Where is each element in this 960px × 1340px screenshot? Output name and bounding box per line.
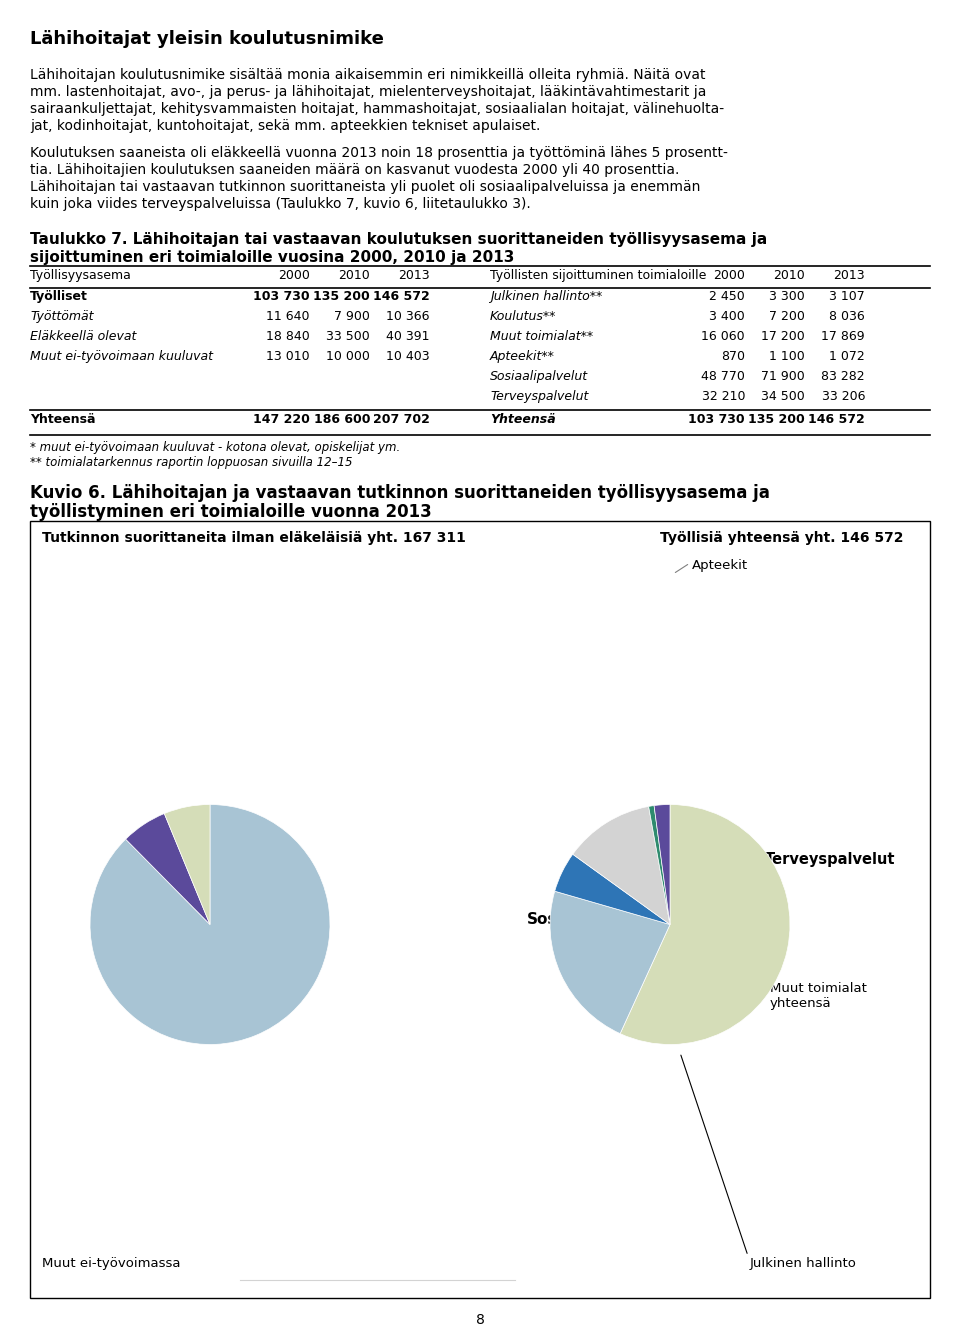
Text: Muut ei-työvoimaan kuuluvat: Muut ei-työvoimaan kuuluvat [30, 350, 213, 363]
Text: 1 072: 1 072 [829, 350, 865, 363]
Text: sijoittuminen eri toimialoille vuosina 2000, 2010 ja 2013: sijoittuminen eri toimialoille vuosina 2… [30, 251, 515, 265]
Wedge shape [573, 807, 670, 925]
Text: 3 107: 3 107 [829, 289, 865, 303]
Text: 17 200: 17 200 [761, 330, 805, 343]
Text: 34 500: 34 500 [761, 390, 805, 403]
Text: 8: 8 [475, 1313, 485, 1327]
Text: Työlliset: Työlliset [175, 896, 246, 913]
Wedge shape [126, 813, 210, 925]
Text: työllistyminen eri toimialoille vuonna 2013: työllistyminen eri toimialoille vuonna 2… [30, 502, 432, 521]
Text: 10 000: 10 000 [326, 350, 370, 363]
Text: * muut ei-työvoimaan kuuluvat - kotona olevat, opiskelijat ym.: * muut ei-työvoimaan kuuluvat - kotona o… [30, 441, 400, 454]
Text: 10 366: 10 366 [387, 310, 430, 323]
Text: ** toimialatarkennus raportin loppuosan sivuilla 12–15: ** toimialatarkennus raportin loppuosan … [30, 456, 352, 469]
Text: 2000: 2000 [713, 269, 745, 281]
Wedge shape [550, 891, 670, 1033]
Text: Terveyspalvelut: Terveyspalvelut [765, 852, 896, 867]
Text: 3 400: 3 400 [709, 310, 745, 323]
Text: Työttömät: Työttömät [115, 943, 181, 955]
Text: Julkinen hallinto: Julkinen hallinto [750, 1257, 857, 1269]
Text: 32 210: 32 210 [702, 390, 745, 403]
Text: 2010: 2010 [773, 269, 805, 281]
Text: Muut ei-työvoimassa: Muut ei-työvoimassa [42, 1257, 180, 1270]
Text: Eläkkeellä olevat: Eläkkeellä olevat [30, 330, 136, 343]
Text: 2010: 2010 [338, 269, 370, 281]
Text: 2013: 2013 [398, 269, 430, 281]
Text: mm. lastenhoitajat, avo-, ja perus- ja lähihoitajat, mielenterveyshoitajat, lääk: mm. lastenhoitajat, avo-, ja perus- ja l… [30, 84, 707, 99]
Text: Terveyspalvelut: Terveyspalvelut [490, 390, 588, 403]
Text: 146 572: 146 572 [808, 413, 865, 426]
Text: Työllisyysasema: Työllisyysasema [30, 269, 131, 281]
Text: Kuvio 6. Lähihoitajan ja vastaavan tutkinnon suorittaneiden työllisyysasema ja: Kuvio 6. Lähihoitajan ja vastaavan tutki… [30, 484, 770, 502]
Text: 186 600: 186 600 [314, 413, 370, 426]
Text: 135 200: 135 200 [313, 289, 370, 303]
Text: 33 206: 33 206 [822, 390, 865, 403]
Text: 8 036: 8 036 [829, 310, 865, 323]
Text: jat, kodinhoitajat, kuntohoitajat, sekä mm. apteekkien tekniset apulaiset.: jat, kodinhoitajat, kuntohoitajat, sekä … [30, 119, 540, 133]
Wedge shape [654, 804, 670, 925]
Text: 71 900: 71 900 [761, 370, 805, 383]
Text: 10 403: 10 403 [386, 350, 430, 363]
Text: Lähihoitajat yleisin koulutusnimike: Lähihoitajat yleisin koulutusnimike [30, 29, 384, 48]
Text: 207 702: 207 702 [373, 413, 430, 426]
Text: 48 770: 48 770 [701, 370, 745, 383]
Text: 103 730: 103 730 [253, 289, 310, 303]
Text: Työllisten sijoittuminen toimialoille: Työllisten sijoittuminen toimialoille [490, 269, 707, 281]
Text: 7 900: 7 900 [334, 310, 370, 323]
Text: 2 450: 2 450 [709, 289, 745, 303]
Text: kuin joka viides terveyspalveluissa (Taulukko 7, kuvio 6, liitetaulukko 3).: kuin joka viides terveyspalveluissa (Tau… [30, 197, 531, 210]
Text: Koulutuksen saaneista oli eläkkeellä vuonna 2013 noin 18 prosenttia ja työttömin: Koulutuksen saaneista oli eläkkeellä vuo… [30, 146, 728, 159]
Text: 16 060: 16 060 [702, 330, 745, 343]
Text: Työttömät: Työttömät [30, 310, 93, 323]
Text: 146 572: 146 572 [373, 289, 430, 303]
Text: Julkinen hallinto**: Julkinen hallinto** [490, 289, 602, 303]
Text: Yhteensä: Yhteensä [490, 413, 556, 426]
Text: 2000: 2000 [278, 269, 310, 281]
Wedge shape [620, 804, 790, 1044]
FancyBboxPatch shape [30, 521, 930, 1298]
Text: Työllisiä yhteensä yht. 146 572: Työllisiä yhteensä yht. 146 572 [660, 531, 903, 545]
Text: Muut toimialat**: Muut toimialat** [490, 330, 593, 343]
Text: 18 840: 18 840 [266, 330, 310, 343]
Wedge shape [164, 804, 210, 925]
Text: 103 730: 103 730 [688, 413, 745, 426]
Text: Lähihoitajan tai vastaavan tutkinnon suorittaneista yli puolet oli sosiaalipalve: Lähihoitajan tai vastaavan tutkinnon suo… [30, 180, 701, 194]
Text: 17 869: 17 869 [822, 330, 865, 343]
Text: 83 282: 83 282 [822, 370, 865, 383]
Text: Sosiaalipalvelut: Sosiaalipalvelut [490, 370, 588, 383]
Text: sairaankuljettajat, kehitysvammaisten hoitajat, hammashoitajat, sosiaalialan hoi: sairaankuljettajat, kehitysvammaisten ho… [30, 102, 724, 117]
Text: Muut toimialat
yhteensä: Muut toimialat yhteensä [770, 982, 867, 1010]
Text: 11 640: 11 640 [267, 310, 310, 323]
Text: 13 010: 13 010 [266, 350, 310, 363]
Wedge shape [649, 805, 670, 925]
Text: 40 391: 40 391 [387, 330, 430, 343]
Text: Sosiaalipalvelut: Sosiaalipalvelut [527, 913, 663, 927]
Text: Koulutus: Koulutus [770, 929, 828, 941]
Text: 135 200: 135 200 [748, 413, 805, 426]
Text: 870: 870 [721, 350, 745, 363]
Text: Työlliset: Työlliset [30, 289, 88, 303]
Text: Yhteensä: Yhteensä [30, 413, 95, 426]
Text: Apteekit: Apteekit [692, 559, 748, 572]
Text: 2013: 2013 [833, 269, 865, 281]
Text: Koulutus**: Koulutus** [490, 310, 557, 323]
Text: 147 220: 147 220 [253, 413, 310, 426]
Text: tia. Lähihoitajien koulutuksen saaneiden määrä on kasvanut vuodesta 2000 yli 40 : tia. Lähihoitajien koulutuksen saaneiden… [30, 163, 680, 177]
Text: Taulukko 7. Lähihoitajan tai vastaavan koulutuksen suorittaneiden työllisyysasem: Taulukko 7. Lähihoitajan tai vastaavan k… [30, 232, 767, 247]
Text: Lähihoitajan koulutusnimike sisältää monia aikaisemmin eri nimikkeillä olleita r: Lähihoitajan koulutusnimike sisältää mon… [30, 68, 706, 82]
Text: 3 300: 3 300 [769, 289, 805, 303]
Text: Apteekit**: Apteekit** [490, 350, 555, 363]
Text: 1 100: 1 100 [769, 350, 805, 363]
Wedge shape [555, 854, 670, 925]
Text: 33 500: 33 500 [326, 330, 370, 343]
Wedge shape [90, 804, 330, 1044]
Text: Tutkinnon suorittaneita ilman eläkeläisiä yht. 167 311: Tutkinnon suorittaneita ilman eläkeläisi… [42, 531, 466, 545]
Text: 7 200: 7 200 [769, 310, 805, 323]
